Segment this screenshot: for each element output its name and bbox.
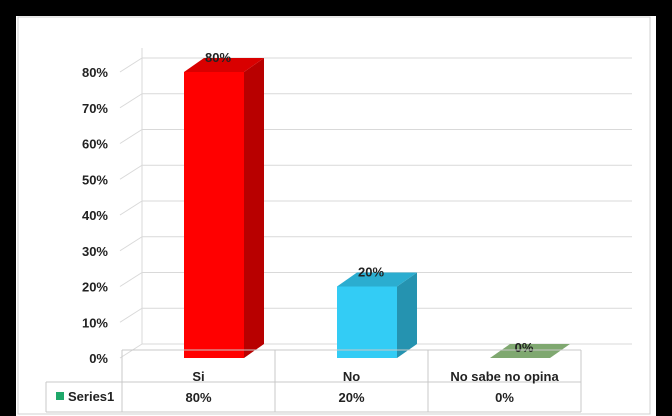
category-label: No sabe no opina <box>450 369 559 384</box>
y-tick-label: 10% <box>82 315 108 330</box>
bar-3 <box>490 344 570 358</box>
bar-top <box>184 58 264 72</box>
table-value: 80% <box>185 390 211 405</box>
gridline-side <box>119 129 143 144</box>
gridline-side <box>119 57 143 73</box>
plot-border <box>17 16 651 415</box>
data-label: 20% <box>358 265 384 280</box>
gridline-side <box>119 164 143 180</box>
gridline-side <box>119 93 143 109</box>
data-label: 80% <box>205 50 231 65</box>
data-labels: 80% 20% 0% <box>205 50 534 355</box>
category-label: No <box>343 369 360 384</box>
y-tick-label: 40% <box>82 208 108 223</box>
y-tick-label: 50% <box>82 172 108 187</box>
category-label: Si <box>192 369 204 384</box>
bar-side <box>244 58 264 358</box>
y-tick-label: 20% <box>82 280 108 295</box>
bars <box>184 58 570 358</box>
gridline-side <box>119 307 143 323</box>
bar-side <box>397 272 417 358</box>
bar-top <box>490 344 570 358</box>
table-value: 20% <box>338 390 364 405</box>
frame-right-border <box>656 0 672 416</box>
y-tick-label: 0% <box>89 351 108 366</box>
bar-front <box>184 72 244 358</box>
data-label: 0% <box>515 340 534 355</box>
gridline-side <box>119 272 143 287</box>
bar-top <box>337 272 417 287</box>
bar-front <box>337 286 397 358</box>
frame-left-border <box>0 0 16 416</box>
gridline-side <box>119 200 143 216</box>
y-tick-label: 30% <box>82 244 108 259</box>
y-tick-label: 70% <box>82 101 108 116</box>
bar-2 <box>337 272 417 358</box>
y-tick-label: 80% <box>82 65 108 80</box>
legend-key <box>56 392 64 400</box>
bar-1 <box>184 58 264 358</box>
data-table: Si 80% No 20% No sabe no opina 0% Series1 <box>45 349 582 413</box>
gridline-side <box>119 236 143 252</box>
frame-top-border <box>0 0 672 16</box>
gridline-side <box>119 343 143 359</box>
y-axis-ticks: 0% 10% 20% 30% 40% 50% 60% 70% 80% <box>82 65 108 366</box>
y-tick-label: 60% <box>82 137 108 152</box>
series-name: Series1 <box>68 389 114 404</box>
table-value: 0% <box>495 390 514 405</box>
